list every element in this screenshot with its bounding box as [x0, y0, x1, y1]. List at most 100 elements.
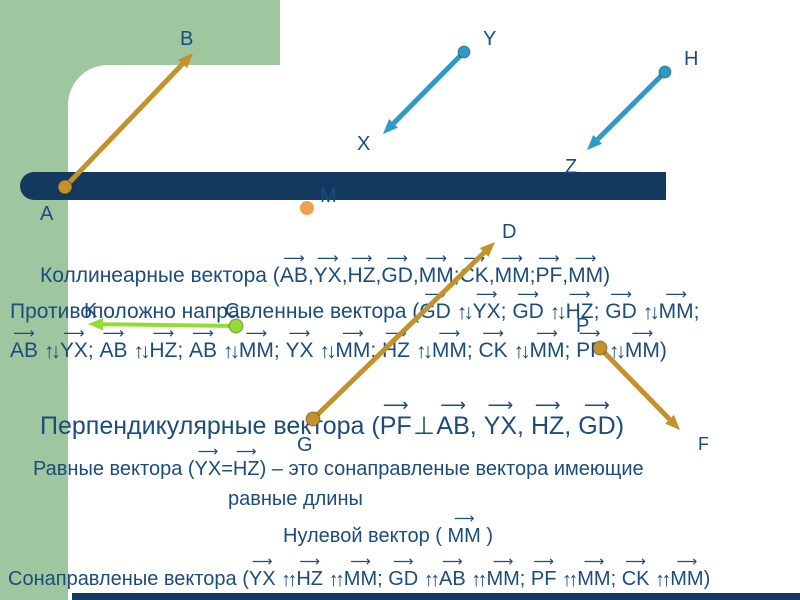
anti-parallel-icon: ↑↓	[456, 301, 474, 325]
vector-notation-MM: ⟶ MM	[486, 554, 520, 590]
overline-arrow-icon: ⟶	[568, 284, 591, 303]
vector-notation-MM: ⟶ MM	[343, 554, 378, 590]
co-directional-icon: ↑↑	[655, 569, 671, 592]
overline-arrow-icon: ⟶	[453, 511, 475, 528]
vector-notation-MM: ⟶ MM	[577, 554, 611, 590]
overline-arrow-icon: ⟶	[584, 394, 610, 416]
statement-opposite-line1: Противоположно направленные вектора (⟶ GD…	[10, 284, 699, 325]
bottom-accent-bar	[72, 593, 800, 600]
overline-arrow-icon: ⟶	[316, 248, 339, 267]
overline-arrow-icon: ⟶	[578, 323, 601, 342]
overline-arrow-icon: ⟶	[538, 248, 560, 267]
anti-parallel-icon: ↑↓	[608, 340, 626, 364]
anti-parallel-icon: ↑↓	[415, 340, 433, 364]
vector-notation-MM: ⟶ MM	[335, 323, 371, 362]
vector-notation-MM: ⟶ MM	[670, 554, 704, 590]
vector-notation-MM: ⟶ MM	[568, 248, 604, 287]
statement-opposite-line2: ⟶ AB ↑↓ ⟶ YX; ⟶ AB ↑↓ ⟶ HZ; ⟶ AB ↑↓ ⟶ MM; ⟶ YX ↑↓ ⟶…	[10, 323, 667, 364]
vector-notation-AB: ⟶ AB	[99, 323, 128, 362]
green-accent-sidebar	[0, 0, 68, 600]
vector-notation-MM: ⟶ MM	[658, 284, 694, 323]
overline-arrow-icon: ⟶	[350, 248, 373, 267]
overline-arrow-icon: ⟶	[536, 323, 558, 342]
anti-parallel-icon: ↑↓	[43, 340, 61, 364]
vector-notation-GD: ⟶ GD	[388, 554, 419, 590]
overline-arrow-icon: ⟶	[517, 284, 539, 303]
overline-arrow-icon: ⟶	[235, 444, 257, 461]
overline-arrow-icon: ⟶	[583, 554, 605, 571]
co-directional-icon: ↑↑	[281, 569, 297, 592]
overline-arrow-icon: ⟶	[487, 394, 514, 416]
vector-notation-AB: ⟶ AB	[439, 554, 466, 590]
point-label-Y: Y	[483, 28, 496, 50]
overline-arrow-icon: ⟶	[442, 554, 463, 571]
overline-arrow-icon: ⟶	[501, 248, 523, 267]
vector-notation-YX: ⟶ YX	[285, 323, 314, 362]
vector-notation-HZ: ⟶ HZ	[565, 284, 594, 323]
overline-arrow-icon: ⟶	[282, 248, 305, 267]
vector-notation-MM: ⟶ MM	[494, 248, 530, 287]
statement-codirectional: Сонаправленые вектора (⟶ YX ↑↑ ⟶ HZ ↑↑ ⟶ MM; …	[8, 554, 711, 592]
vector-notation-HZ: ⟶ HZ	[296, 554, 324, 590]
overline-arrow-icon: ⟶	[350, 554, 371, 571]
overline-arrow-icon: ⟶	[192, 323, 214, 342]
overline-arrow-icon: ⟶	[245, 323, 268, 342]
overline-arrow-icon: ⟶	[482, 323, 504, 342]
anti-parallel-icon: ↑↓	[642, 301, 660, 325]
overline-arrow-icon: ⟶	[385, 323, 407, 342]
vector-notation-AB: ⟶ AB	[279, 248, 308, 287]
vector-notation-GD: ⟶ GD	[605, 284, 637, 323]
overline-arrow-icon: ⟶	[299, 554, 320, 571]
overline-arrow-icon: ⟶	[676, 554, 698, 571]
overline-arrow-icon: ⟶	[438, 323, 461, 342]
anti-parallel-icon: ↑↓	[513, 340, 531, 364]
overline-arrow-icon: ⟶	[665, 284, 687, 303]
overline-arrow-icon: ⟶	[574, 248, 597, 267]
vector-notation-YX: ⟶ YX	[194, 444, 222, 480]
vector-notation-PF: ⟶ PF	[530, 554, 557, 590]
vector-notation-PF: ⟶ PF	[576, 323, 604, 362]
vector-notation-HZ: ⟶ HZ	[232, 444, 260, 480]
overline-arrow-icon: ⟶	[625, 554, 646, 571]
overline-arrow-icon: ⟶	[288, 323, 311, 342]
overline-arrow-icon: ⟶	[197, 444, 219, 461]
content-panel	[68, 65, 800, 600]
anti-parallel-icon: ↑↓	[549, 301, 567, 325]
overline-arrow-icon: ⟶	[425, 248, 448, 267]
vector-notation-MM: ⟶ MM	[431, 323, 467, 362]
overline-arrow-icon: ⟶	[392, 554, 414, 571]
overline-arrow-icon: ⟶	[492, 554, 514, 571]
vector-notation-AB: ⟶ AB	[10, 323, 39, 362]
vector-notation-GD: ⟶ GD	[578, 394, 616, 440]
vector-notation-HZ: ⟶ HZ	[530, 394, 565, 440]
overline-arrow-icon: ⟶	[424, 284, 446, 303]
vector-notation-MM: ⟶ MM	[624, 323, 660, 362]
overline-arrow-icon: ⟶	[251, 554, 273, 571]
co-directional-icon: ↑↑	[423, 569, 440, 592]
perpendicular-icon: ⊥	[413, 412, 435, 440]
statement-zero-vector: Нулевой вектор ( ⟶ MM )	[283, 511, 494, 547]
overline-arrow-icon: ⟶	[463, 248, 485, 267]
vector-notation-GD: ⟶ GD	[419, 284, 451, 323]
point-Y-dot	[457, 45, 471, 59]
vector-notation-GD: ⟶ GD	[512, 284, 544, 323]
anti-parallel-icon: ↑↓	[222, 340, 240, 364]
vector-notation-YX: ⟶ YX	[59, 323, 88, 362]
overline-arrow-icon: ⟶	[102, 323, 125, 342]
vector-notation-GD: ⟶ GD	[381, 248, 413, 287]
overline-arrow-icon: ⟶	[386, 248, 408, 267]
vector-notation-PF: ⟶ PF	[535, 248, 563, 287]
vector-notation-YX: ⟶ YX	[483, 394, 518, 440]
vector-notation-YX: ⟶ YX	[248, 554, 276, 590]
vector-notation-MM: ⟶ MM	[238, 323, 274, 362]
vector-notation-CK: ⟶ CK	[478, 323, 508, 362]
vector-notation-HZ: ⟶ HZ	[382, 323, 411, 362]
anti-parallel-icon: ↑↓	[319, 340, 336, 364]
overline-arrow-icon: ⟶	[152, 323, 175, 342]
overline-arrow-icon: ⟶	[533, 554, 555, 571]
vector-notation-HZ: ⟶ HZ	[149, 323, 178, 362]
vector-notation-HZ: ⟶ HZ	[347, 248, 376, 287]
statement-equal-line2: равные длины	[228, 488, 363, 510]
vector-notation-AB: ⟶ AB	[436, 394, 470, 440]
